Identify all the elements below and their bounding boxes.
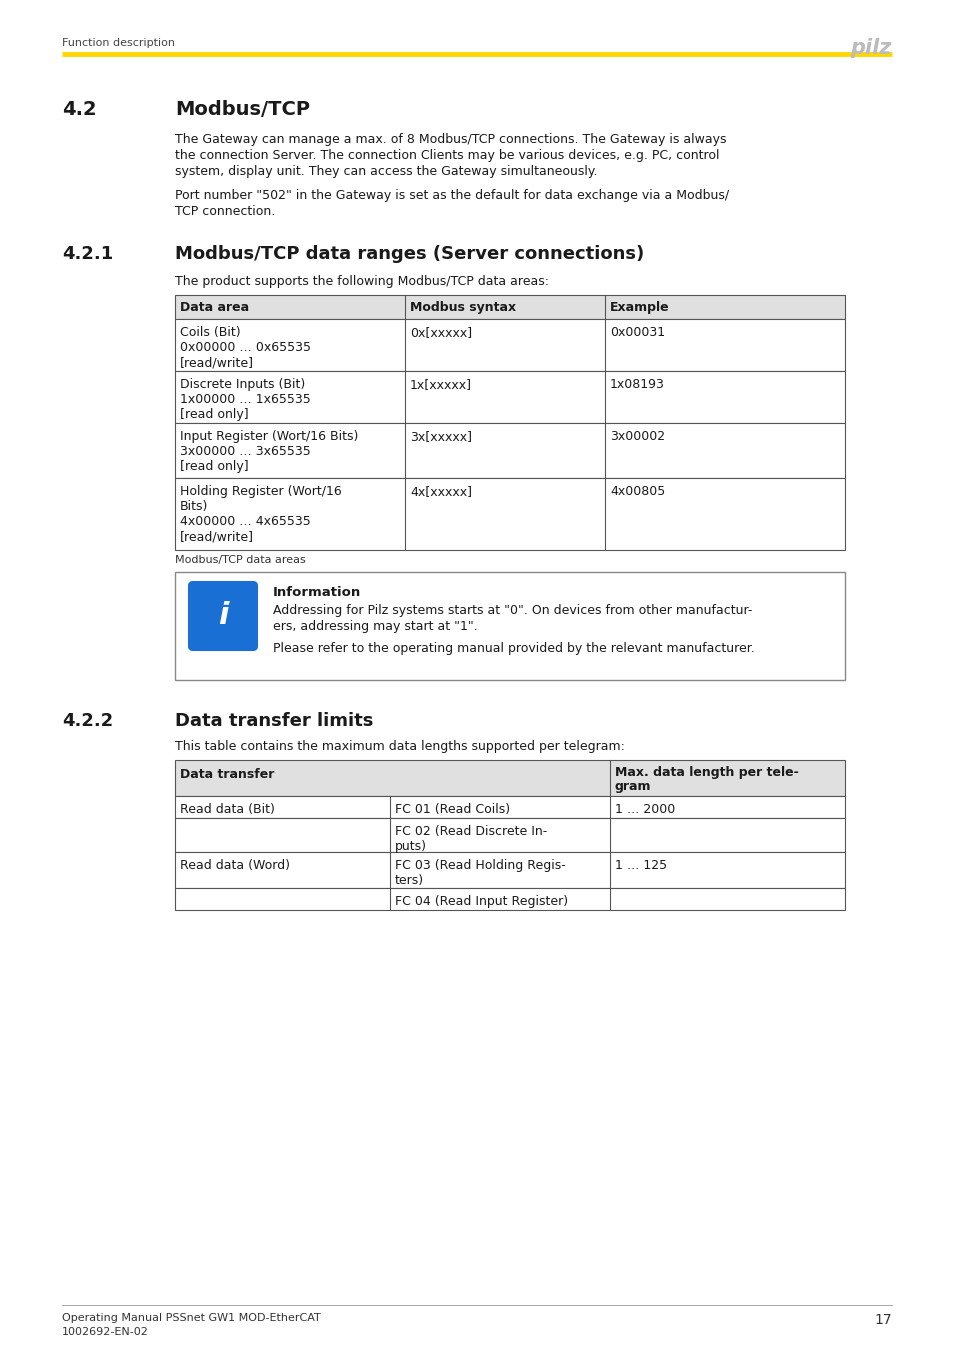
Text: 1x00000 … 1x65535: 1x00000 … 1x65535 bbox=[180, 393, 311, 406]
Text: 1 … 125: 1 … 125 bbox=[615, 859, 666, 872]
Text: Read data (Bit): Read data (Bit) bbox=[180, 803, 274, 815]
Text: 4x[xxxxx]: 4x[xxxxx] bbox=[410, 485, 472, 498]
Text: Port number "502" in the Gateway is set as the default for data exchange via a M: Port number "502" in the Gateway is set … bbox=[174, 189, 728, 202]
Text: [read only]: [read only] bbox=[180, 460, 249, 472]
Text: The Gateway can manage a max. of 8 Modbus/TCP connections. The Gateway is always: The Gateway can manage a max. of 8 Modbu… bbox=[174, 134, 726, 146]
Text: Please refer to the operating manual provided by the relevant manufacturer.: Please refer to the operating manual pro… bbox=[273, 643, 754, 655]
Text: Discrete Inputs (Bit): Discrete Inputs (Bit) bbox=[180, 378, 305, 392]
Text: 0x00031: 0x00031 bbox=[609, 325, 664, 339]
Bar bbox=[174, 888, 844, 910]
Text: Data transfer limits: Data transfer limits bbox=[174, 711, 373, 730]
Text: Modbus syntax: Modbus syntax bbox=[410, 301, 516, 315]
Text: 0x[xxxxx]: 0x[xxxxx] bbox=[410, 325, 472, 339]
Text: TCP connection.: TCP connection. bbox=[174, 205, 275, 217]
Text: Coils (Bit): Coils (Bit) bbox=[180, 325, 240, 339]
Text: [read only]: [read only] bbox=[180, 408, 249, 421]
Bar bbox=[174, 478, 844, 549]
Bar bbox=[174, 818, 844, 852]
Text: 1002692-EN-02: 1002692-EN-02 bbox=[62, 1327, 149, 1336]
Text: Modbus/TCP data areas: Modbus/TCP data areas bbox=[174, 555, 305, 566]
Text: gram: gram bbox=[615, 780, 651, 792]
Text: 1x08193: 1x08193 bbox=[609, 378, 664, 392]
Text: 4.2.1: 4.2.1 bbox=[62, 244, 113, 263]
Text: Addressing for Pilz systems starts at "0". On devices from other manufactur-: Addressing for Pilz systems starts at "0… bbox=[273, 603, 752, 617]
Text: ters): ters) bbox=[395, 873, 424, 887]
Text: pilz: pilz bbox=[850, 38, 891, 58]
Text: Holding Register (Wort/16: Holding Register (Wort/16 bbox=[180, 485, 341, 498]
Text: FC 03 (Read Holding Regis-: FC 03 (Read Holding Regis- bbox=[395, 859, 565, 872]
Text: i: i bbox=[217, 602, 228, 630]
Bar bbox=[174, 423, 844, 478]
Bar bbox=[174, 296, 844, 319]
Text: 4.2: 4.2 bbox=[62, 100, 96, 119]
Text: Function description: Function description bbox=[62, 38, 174, 49]
Text: ers, addressing may start at "1".: ers, addressing may start at "1". bbox=[273, 620, 477, 633]
Text: 3x[xxxxx]: 3x[xxxxx] bbox=[410, 431, 472, 443]
Text: [read/write]: [read/write] bbox=[180, 531, 253, 543]
Text: Modbus/TCP: Modbus/TCP bbox=[174, 100, 310, 119]
Text: The product supports the following Modbus/TCP data areas:: The product supports the following Modbu… bbox=[174, 275, 548, 288]
Text: system, display unit. They can access the Gateway simultaneously.: system, display unit. They can access th… bbox=[174, 165, 597, 178]
Text: Bits): Bits) bbox=[180, 500, 208, 513]
Text: FC 01 (Read Coils): FC 01 (Read Coils) bbox=[395, 803, 510, 815]
Text: Data transfer: Data transfer bbox=[180, 768, 274, 782]
Text: Input Register (Wort/16 Bits): Input Register (Wort/16 Bits) bbox=[180, 431, 358, 443]
Text: puts): puts) bbox=[395, 840, 427, 853]
Text: 1 … 2000: 1 … 2000 bbox=[615, 803, 675, 815]
Text: Information: Information bbox=[273, 586, 361, 599]
Bar bbox=[174, 319, 844, 371]
Text: [read/write]: [read/write] bbox=[180, 356, 253, 369]
Text: Max. data length per tele-: Max. data length per tele- bbox=[615, 765, 798, 779]
Text: 4.2.2: 4.2.2 bbox=[62, 711, 113, 730]
Text: FC 04 (Read Input Register): FC 04 (Read Input Register) bbox=[395, 895, 568, 909]
Text: Modbus/TCP data ranges (Server connections): Modbus/TCP data ranges (Server connectio… bbox=[174, 244, 643, 263]
Bar bbox=[174, 760, 844, 796]
Text: Example: Example bbox=[609, 301, 669, 315]
Text: Read data (Word): Read data (Word) bbox=[180, 859, 290, 872]
Text: 3x00002: 3x00002 bbox=[609, 431, 664, 443]
Bar bbox=[174, 572, 844, 680]
Text: Data area: Data area bbox=[180, 301, 249, 315]
Text: 4x00805: 4x00805 bbox=[609, 485, 664, 498]
Text: FC 02 (Read Discrete In-: FC 02 (Read Discrete In- bbox=[395, 825, 547, 838]
Text: This table contains the maximum data lengths supported per telegram:: This table contains the maximum data len… bbox=[174, 740, 624, 753]
Text: the connection Server. The connection Clients may be various devices, e.g. PC, c: the connection Server. The connection Cl… bbox=[174, 148, 719, 162]
Text: 1x[xxxxx]: 1x[xxxxx] bbox=[410, 378, 472, 392]
Text: Operating Manual PSSnet GW1 MOD-EtherCAT: Operating Manual PSSnet GW1 MOD-EtherCAT bbox=[62, 1314, 320, 1323]
Bar bbox=[174, 852, 844, 888]
FancyBboxPatch shape bbox=[189, 582, 256, 649]
Text: 17: 17 bbox=[874, 1314, 891, 1327]
Text: 0x00000 … 0x65535: 0x00000 … 0x65535 bbox=[180, 342, 311, 354]
Bar bbox=[174, 371, 844, 423]
Text: 4x00000 … 4x65535: 4x00000 … 4x65535 bbox=[180, 514, 311, 528]
Bar bbox=[174, 796, 844, 818]
Text: 3x00000 … 3x65535: 3x00000 … 3x65535 bbox=[180, 446, 311, 458]
